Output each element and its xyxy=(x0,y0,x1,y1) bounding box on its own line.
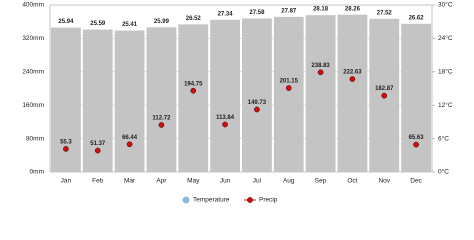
y-tick-label: 320mm xyxy=(22,35,44,42)
legend-marker xyxy=(247,197,253,203)
value-label: 27.87 xyxy=(281,8,297,14)
value-label: 238.83 xyxy=(311,63,330,69)
value-label: 27.52 xyxy=(377,10,393,16)
temperature-bar xyxy=(114,30,145,173)
value-label: 25.59 xyxy=(90,21,106,27)
y2-tick-label: 6°C xyxy=(438,134,449,142)
value-label: 25.99 xyxy=(154,19,170,25)
y-tick-label: 240mm xyxy=(22,69,44,76)
value-label: 194.75 xyxy=(184,81,203,87)
temperature-bar xyxy=(146,27,177,173)
temperature-bar xyxy=(242,18,272,173)
value-label: 149.73 xyxy=(248,100,267,106)
x-tick-label: May xyxy=(187,178,200,185)
value-label: 27.58 xyxy=(249,10,265,16)
value-label: 65.63 xyxy=(409,135,425,141)
temperature-bar xyxy=(210,19,240,173)
value-label: 25.41 xyxy=(122,22,138,28)
temperature-bar xyxy=(401,23,431,172)
value-label: 27.34 xyxy=(218,11,234,17)
legend-label: Precip xyxy=(259,197,278,204)
precip-point xyxy=(222,121,228,128)
value-label: 201.15 xyxy=(280,79,299,85)
x-tick-label: Jan xyxy=(61,178,72,185)
x-tick-label: Nov xyxy=(378,178,390,185)
x-tick-label: Apr xyxy=(156,178,167,185)
chart: 0mm 80mm 160mm 240mm 320mm 400mm 0°C 6°C 12°C 18°… xyxy=(22,1,453,204)
precip-point xyxy=(190,87,197,94)
value-label: 113.84 xyxy=(216,115,235,121)
x-tick-label: Jun xyxy=(220,178,231,185)
y-tick-label: 0mm xyxy=(30,169,44,176)
legend-label: Temperature xyxy=(193,197,230,204)
y2-tick-label: 12°C xyxy=(438,101,453,109)
precip-point xyxy=(126,141,133,148)
value-label: 182.87 xyxy=(375,86,394,92)
precip-point xyxy=(381,92,388,99)
value-label: 26.62 xyxy=(409,15,425,21)
y2-tick-label: 18°C xyxy=(438,68,453,76)
precip-point xyxy=(285,85,292,91)
value-label: 222.63 xyxy=(343,70,362,76)
value-label: 112.72 xyxy=(152,116,171,122)
y-tick-label: 160mm xyxy=(22,102,44,109)
precip-point xyxy=(254,106,260,113)
temperature-bar xyxy=(178,24,209,173)
y2-tick-label: 24°C xyxy=(438,34,453,42)
x-tick-label: Feb xyxy=(92,178,104,185)
precip-point xyxy=(413,141,419,148)
x-tick-label: Jul xyxy=(253,178,262,185)
value-label: 28.18 xyxy=(313,7,329,13)
plot-area xyxy=(49,4,433,173)
legend-marker xyxy=(182,196,190,204)
precip-point xyxy=(349,76,356,82)
value-label: 55.3 xyxy=(60,139,72,145)
value-label: 26.52 xyxy=(186,16,202,22)
value-label: 66.44 xyxy=(122,135,138,141)
value-label: 25.94 xyxy=(58,19,74,25)
y-tick-label: 400mm xyxy=(22,2,44,9)
y-tick-label: 80mm xyxy=(26,135,44,142)
x-tick-label: Mar xyxy=(124,178,136,185)
x-tick-label: Oct xyxy=(347,178,357,185)
y2-tick-label: 0°C xyxy=(438,168,449,176)
y2-tick-label: 30°C xyxy=(438,1,453,9)
x-tick-label: Aug xyxy=(283,178,295,185)
precip-point xyxy=(317,69,324,76)
precip-point xyxy=(94,147,101,154)
value-label: 28.26 xyxy=(345,6,361,12)
x-tick-label: Sep xyxy=(315,178,327,185)
temperature-bar xyxy=(273,16,304,173)
temperature-bar xyxy=(305,15,336,173)
x-tick-label: Dec xyxy=(410,178,422,185)
temperature-bar xyxy=(337,14,368,172)
value-label: 51.37 xyxy=(90,141,106,147)
precip-point xyxy=(63,146,69,152)
precip-point xyxy=(158,122,165,128)
